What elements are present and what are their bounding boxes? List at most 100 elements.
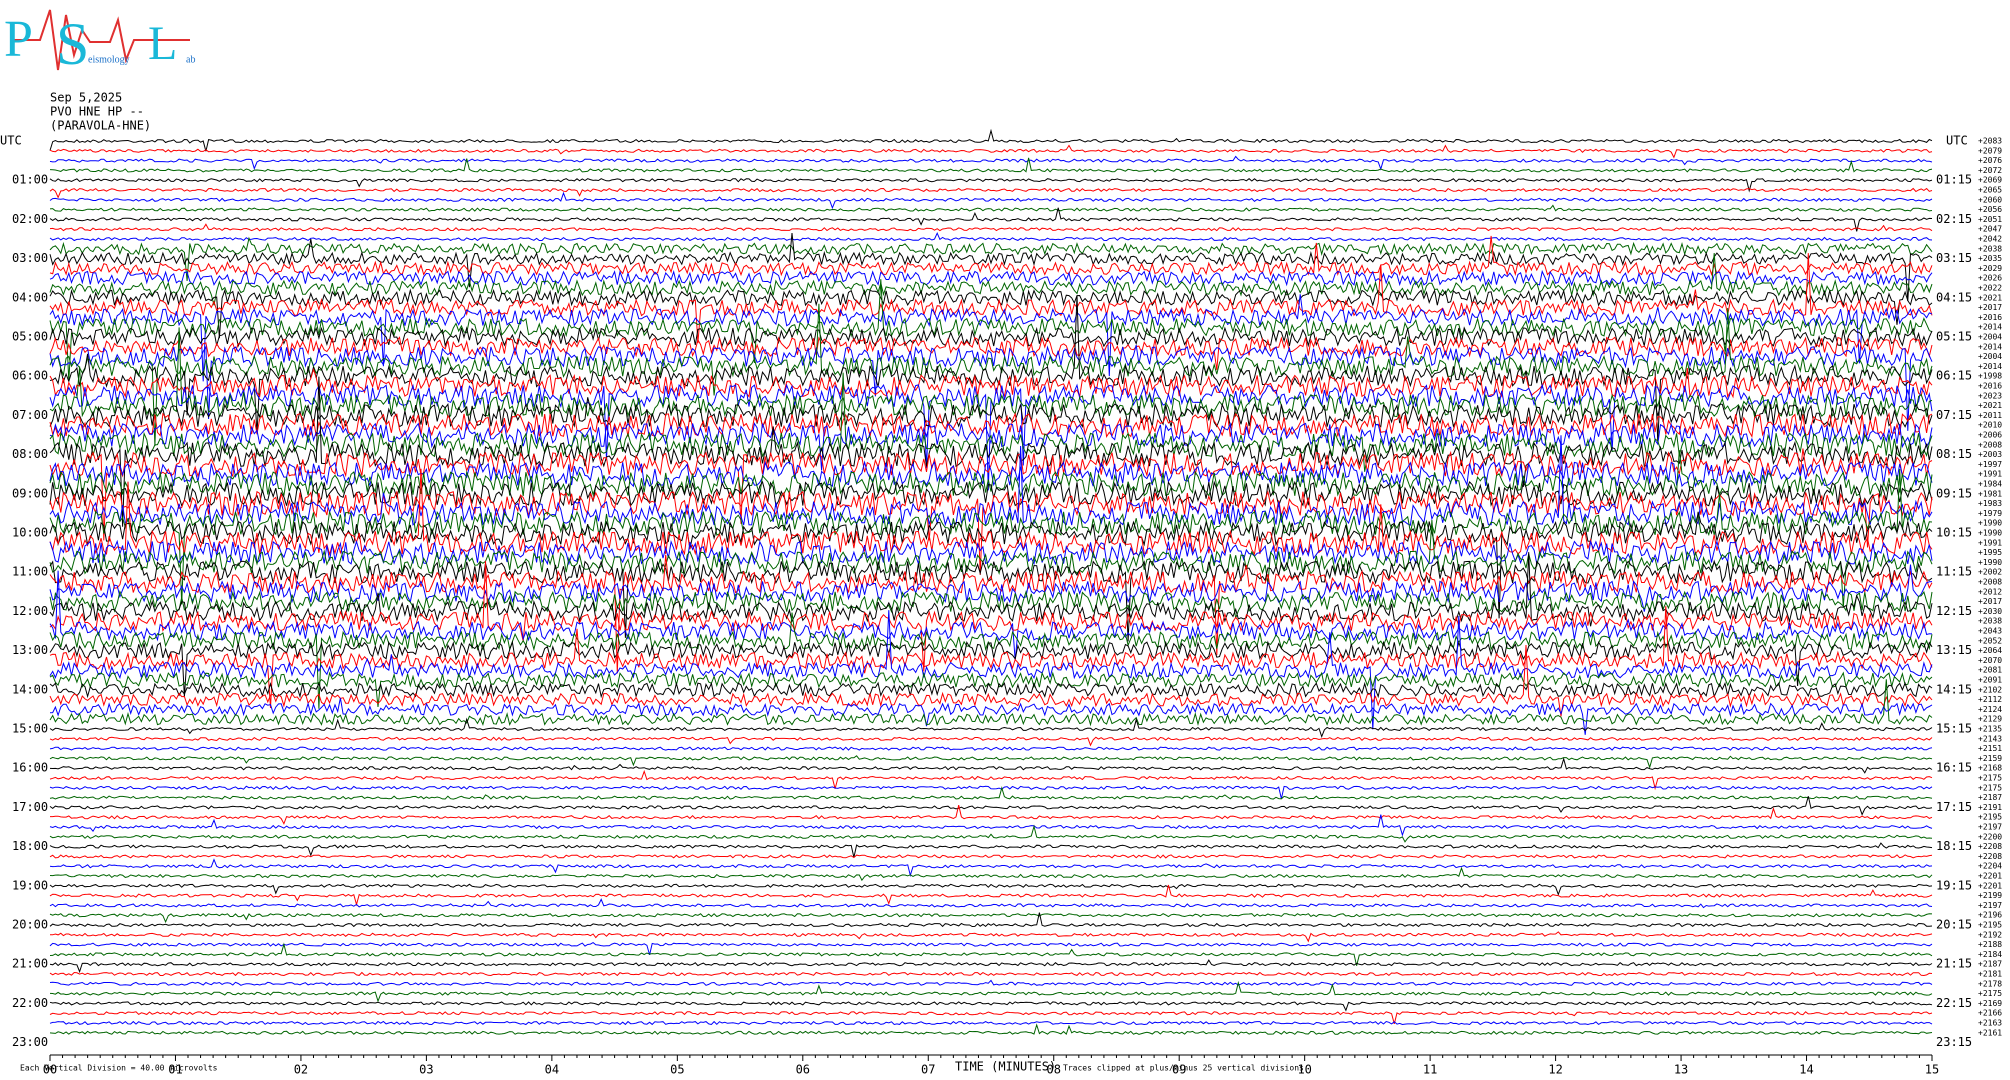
trace: [49, 554, 1933, 674]
trace-offset: +2014: [1978, 323, 2002, 332]
trace-offset: +2064: [1978, 646, 2002, 655]
trace-offset: +2021: [1978, 293, 2002, 302]
hour-label: 09:15: [1936, 486, 1972, 500]
trace: [49, 942, 1933, 966]
trace: [49, 785, 1933, 799]
trace-offset: +2016: [1978, 313, 2002, 322]
trace-offset: +2204: [1978, 862, 2002, 871]
trace-offset: +2175: [1978, 783, 2002, 792]
trace: [49, 854, 1933, 859]
trace-offset: +2030: [1978, 607, 2002, 616]
clip-note: Traces clipped at plus/minus 25 vertical…: [1063, 1064, 1304, 1073]
trace: [49, 959, 1933, 974]
trace-offset: +2052: [1978, 636, 2002, 645]
trace-offset: +2201: [1978, 872, 2002, 881]
trace: [49, 884, 1933, 907]
trace-offset: +2042: [1978, 235, 2002, 244]
trace: [49, 279, 1933, 382]
trace-offset: +2195: [1978, 813, 2002, 822]
logo-letter: L: [148, 17, 177, 70]
trace-offset: +1998: [1978, 372, 2002, 381]
trace-offset: +1979: [1978, 509, 2002, 518]
hour-label: 06:00: [12, 369, 48, 383]
trace-offset: +2191: [1978, 803, 2002, 812]
hour-label: 06:15: [1936, 369, 1972, 383]
trace: [49, 397, 1933, 429]
trace: [49, 883, 1933, 896]
trace-offset: +2208: [1978, 852, 2002, 861]
trace-offset: +2038: [1978, 244, 2002, 253]
trace-offset: +1984: [1978, 480, 2002, 489]
trace-offset: +1991: [1978, 538, 2002, 547]
hour-label: 17:00: [12, 800, 48, 814]
trace-offset: +2197: [1978, 823, 2002, 832]
title-line: PVO HNE HP --: [50, 105, 144, 119]
trace: [49, 971, 1933, 977]
trace: [49, 187, 1933, 199]
trace: [49, 697, 1933, 735]
traces: [49, 128, 1933, 1035]
trace: [49, 898, 1933, 909]
hour-label: 14:00: [12, 682, 48, 696]
trace-offset: +2200: [1978, 832, 2002, 841]
hour-label: 15:00: [12, 722, 48, 736]
hour-label: 01:00: [12, 173, 48, 187]
trace-offset: +2175: [1978, 989, 2002, 998]
x-tick-label: 13: [1674, 1063, 1688, 1077]
trace-offset: +2102: [1978, 685, 2002, 694]
trace: [50, 931, 1933, 943]
trace: [49, 376, 1933, 527]
trace: [49, 335, 1933, 371]
trace-offset: +2159: [1978, 754, 2002, 763]
trace: [49, 796, 1933, 816]
trace-offset: +2091: [1978, 676, 2002, 685]
hour-label: 08:15: [1936, 447, 1972, 461]
trace-offset: +2002: [1978, 568, 2002, 577]
trace: [49, 519, 1933, 608]
trace: [49, 480, 1933, 508]
trace: [49, 913, 1933, 924]
trace-offset: +2065: [1978, 186, 2002, 195]
logo-letter: P: [4, 11, 33, 68]
trace-offset: +2076: [1978, 156, 2002, 165]
trace: [50, 804, 1933, 825]
trace: [49, 155, 1933, 171]
trace-offset: +2047: [1978, 225, 2002, 234]
trace-offset: +2112: [1978, 695, 2002, 704]
hour-label: 02:15: [1936, 212, 1972, 226]
hour-label: 05:15: [1936, 330, 1972, 344]
trace: [49, 468, 1933, 605]
trace: [49, 746, 1933, 751]
hour-label: 03:00: [12, 251, 48, 265]
logo-word: ab: [186, 54, 195, 65]
hour-label: 21:00: [12, 957, 48, 971]
trace-offset: +2021: [1978, 401, 2002, 410]
logo: P S eismology L ab: [4, 9, 195, 77]
x-tick-label: 00: [43, 1063, 57, 1077]
trace: [49, 769, 1933, 791]
trace: [49, 980, 1933, 1003]
trace: [49, 941, 1933, 956]
hour-label: 07:00: [12, 408, 48, 422]
trace: [49, 912, 1933, 928]
x-tick-label: 11: [1423, 1063, 1437, 1077]
trace-offset: +2004: [1978, 352, 2002, 361]
trace-offset: +2124: [1978, 705, 2002, 714]
hour-label: 12:00: [12, 604, 48, 618]
trace: [49, 612, 1933, 709]
trace: [49, 421, 1933, 471]
trace-offset: +1995: [1978, 548, 2002, 557]
trace-offset: +2011: [1978, 411, 2002, 420]
trace: [49, 191, 1933, 210]
trace-offset: +2143: [1978, 734, 2002, 743]
hour-label: 02:00: [12, 212, 48, 226]
trace: [49, 610, 1933, 730]
trace-offset: +2029: [1978, 264, 2002, 273]
trace-offset: +2008: [1978, 440, 2002, 449]
trace: [49, 157, 1933, 173]
trace-offset: +1983: [1978, 499, 2002, 508]
trace: [49, 559, 1933, 642]
trace: [49, 1020, 1933, 1026]
hour-label: 22:00: [12, 996, 48, 1010]
